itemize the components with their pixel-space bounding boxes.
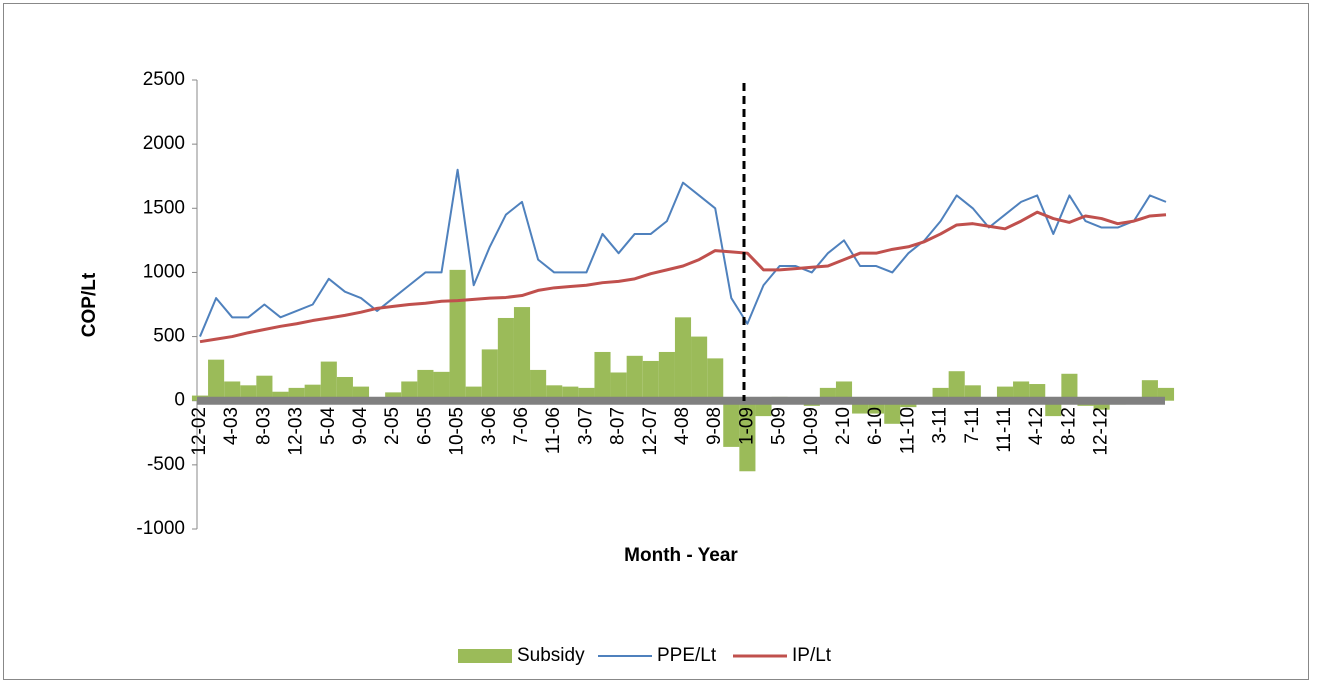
bar bbox=[1029, 384, 1046, 401]
x-tick-label: 2-10 bbox=[833, 407, 854, 445]
y-tick-label: 1500 bbox=[143, 197, 185, 218]
bar bbox=[626, 355, 643, 401]
bar bbox=[497, 317, 514, 401]
bar bbox=[513, 307, 531, 401]
bar bbox=[691, 336, 708, 401]
bar bbox=[642, 360, 659, 401]
bar bbox=[256, 375, 273, 401]
bar bbox=[610, 372, 627, 401]
bar bbox=[320, 361, 337, 401]
x-tick-label: 7-11 bbox=[962, 407, 983, 444]
x-tick-label: 2-05 bbox=[382, 407, 403, 445]
y-tick-label: -1000 bbox=[136, 518, 185, 539]
x-tick-label: 9-08 bbox=[704, 407, 725, 445]
y-tick-label: 500 bbox=[153, 326, 185, 347]
bar bbox=[1141, 380, 1158, 401]
chart-border bbox=[3, 3, 1309, 680]
x-tick-label: 5-09 bbox=[769, 407, 790, 445]
x-tick-label: 4-08 bbox=[672, 407, 693, 445]
plot-area: -1000 -500 0 500 1000 1500 2000 2500 12-02 4-03 8-… bbox=[136, 69, 1175, 539]
bar bbox=[707, 358, 724, 401]
bar bbox=[1093, 400, 1110, 410]
legend-label: IP/Lt bbox=[792, 645, 832, 666]
x-tick-label: 12-02 bbox=[189, 407, 210, 456]
bar bbox=[272, 391, 289, 401]
x-tick-label: 10-05 bbox=[447, 407, 468, 456]
x-tick-label: 3-07 bbox=[575, 407, 596, 445]
bar bbox=[884, 400, 901, 424]
legend-label: PPE/Lt bbox=[657, 645, 717, 666]
y-tick-label: -500 bbox=[147, 454, 185, 475]
x-tick-label: 5-04 bbox=[318, 407, 339, 445]
bar bbox=[336, 376, 353, 401]
bar bbox=[449, 269, 466, 401]
bar bbox=[417, 369, 434, 401]
bar bbox=[385, 392, 402, 401]
x-tick-label: 10-09 bbox=[801, 407, 822, 456]
bar bbox=[674, 317, 692, 401]
legend-label: Subsidy bbox=[517, 645, 585, 666]
x-tick-label: 6-05 bbox=[414, 407, 435, 445]
bar bbox=[224, 381, 241, 401]
x-tick-label: 4-12 bbox=[1026, 407, 1047, 445]
bar bbox=[594, 351, 611, 401]
bar bbox=[739, 400, 756, 472]
bar bbox=[723, 400, 740, 447]
bar bbox=[1013, 381, 1030, 401]
x-tick-label: 1-09 bbox=[736, 407, 757, 445]
bar bbox=[948, 371, 965, 401]
x-tick-label: 7-06 bbox=[511, 407, 532, 445]
bar bbox=[481, 349, 498, 401]
x-tick-label: 8-03 bbox=[253, 407, 274, 445]
bar bbox=[835, 381, 853, 401]
x-tick-label: 4-03 bbox=[221, 407, 242, 445]
line-series bbox=[199, 210, 1167, 344]
line-series bbox=[199, 168, 1167, 337]
bar bbox=[433, 371, 450, 401]
bar bbox=[658, 351, 675, 401]
legend-swatch bbox=[458, 649, 512, 663]
x-tick-label: 11-10 bbox=[897, 407, 918, 454]
x-tick-label: 11-06 bbox=[543, 407, 564, 454]
bar bbox=[530, 369, 547, 401]
y-tick-label: 2000 bbox=[143, 133, 185, 154]
x-tick-label: 12-03 bbox=[286, 407, 307, 456]
x-tick-label: 8-12 bbox=[1058, 407, 1079, 445]
x-tick-label: 9-04 bbox=[350, 407, 371, 445]
y-tick-label: 2500 bbox=[143, 69, 185, 90]
x-tick-label: 12-12 bbox=[1091, 407, 1112, 456]
x-axis-title: Month - Year bbox=[624, 545, 738, 566]
bar bbox=[401, 381, 418, 401]
y-axis-title: COP/Lt bbox=[79, 272, 100, 337]
x-tick-label: 3-11 bbox=[930, 407, 951, 444]
x-tick-label: 8-07 bbox=[608, 407, 629, 445]
y-tick-label: 1000 bbox=[143, 261, 185, 282]
x-tick-label: 3-06 bbox=[479, 407, 500, 445]
x-tick-label: 12-07 bbox=[640, 407, 661, 456]
x-tick-label: 6-10 bbox=[865, 407, 886, 445]
bar bbox=[1061, 373, 1078, 401]
bar bbox=[208, 359, 225, 401]
y-tick-label: 0 bbox=[174, 390, 185, 411]
x-tick-label: 11-11 bbox=[994, 407, 1015, 453]
bar bbox=[304, 384, 321, 401]
